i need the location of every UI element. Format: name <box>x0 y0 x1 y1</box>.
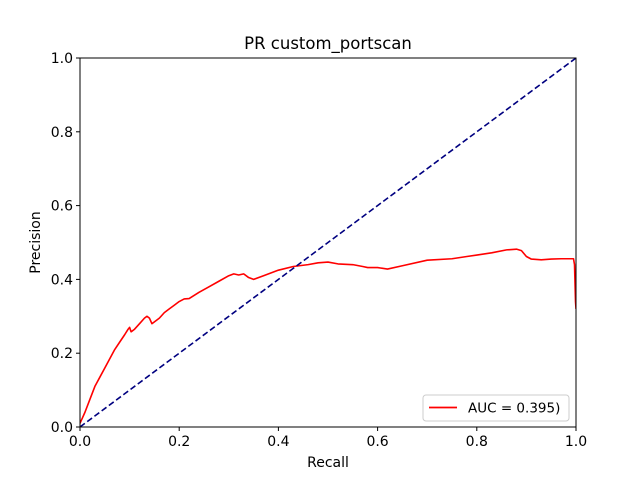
y-tick-label: 0.2 <box>51 346 73 362</box>
plot-frame <box>79 57 577 428</box>
x-tick-label: 1.0 <box>565 434 587 450</box>
x-axis-label: Recall <box>307 455 349 471</box>
x-tick-label: 0.6 <box>366 434 388 450</box>
pr-curve-line <box>80 248 576 424</box>
y-tick-label: 0.6 <box>51 199 73 215</box>
x-tick-label: 0.8 <box>466 434 488 450</box>
y-tick-label: 1.0 <box>51 51 73 67</box>
legend-box <box>422 394 570 422</box>
y-tick-label: 0.4 <box>51 272 73 288</box>
y-axis-label: Precision <box>28 211 44 273</box>
chance-diagonal-line <box>80 58 576 427</box>
y-tick-label: 0.0 <box>51 420 73 436</box>
legend: AUC = 0.395) <box>422 394 570 422</box>
x-tick-label: 0.0 <box>69 434 91 450</box>
chart-title: PR custom_portscan <box>244 34 412 54</box>
x-tick-label: 0.2 <box>168 434 190 450</box>
x-tick-label: 0.4 <box>267 434 289 450</box>
legend-entry-roc: AUC = 0.395) <box>468 401 560 417</box>
y-tick-label: 0.8 <box>51 125 73 141</box>
